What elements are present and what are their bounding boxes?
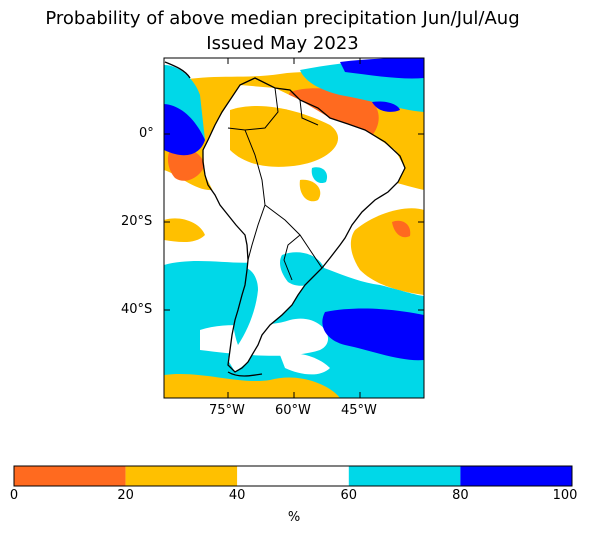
- lat-label-0: 0°: [139, 126, 154, 141]
- colorbar-tick-60: 60: [340, 488, 358, 503]
- field-40-60-bottom: [280, 353, 330, 375]
- field-60-80-patagonia: [231, 266, 258, 345]
- colorbar-bin-80-100: [460, 466, 572, 486]
- lat-label-20s: 20°S: [121, 214, 153, 229]
- coastlines: [164, 61, 406, 377]
- field-20-40-sbr: [299, 179, 321, 202]
- field-0-20-east: [392, 220, 411, 238]
- colorbar-bin-20-40: [125, 466, 238, 486]
- map-title: Probability of above median precipitatio…: [45, 8, 520, 29]
- lon-label-60w: 60°W: [275, 403, 311, 418]
- field-0-20-nw: [167, 148, 205, 181]
- colorbar-tick-0: 0: [9, 488, 19, 503]
- longitude-ticks: [227, 58, 361, 398]
- field-80-100-ne: [340, 58, 424, 79]
- lon-label-75w: 75°W: [209, 403, 245, 418]
- colorbar-bin-40-60: [237, 466, 349, 486]
- probability-field: [164, 58, 424, 398]
- lat-label-40s: 40°S: [121, 302, 153, 317]
- latitude-ticks: [164, 133, 424, 311]
- colorbar-tick-40: 40: [228, 488, 246, 503]
- colorbar-tick-100: 100: [552, 488, 578, 503]
- colorbar-tick-20: 20: [117, 488, 134, 503]
- field-80-100-nw: [164, 100, 205, 156]
- colorbar-bin-60-80: [348, 466, 461, 486]
- colorbar-bin-0-20: [14, 466, 126, 486]
- field-20-40-west: [164, 218, 205, 243]
- colorbar-unit: %: [287, 510, 301, 525]
- field-80-100-ne2: [372, 101, 400, 112]
- field-80-100-south: [322, 308, 424, 361]
- map-subtitle: Issued May 2023: [206, 33, 359, 54]
- country-borders: [227, 87, 323, 281]
- lon-label-45w: 45°W: [341, 403, 377, 418]
- colorbar-tick-80: 80: [452, 488, 469, 503]
- field-60-80-nw: [164, 65, 205, 140]
- field-20-40-amazon: [230, 105, 339, 167]
- field-20-40-bottom: [164, 373, 340, 398]
- colorbar-frame: [13, 465, 573, 487]
- colorbar: [13, 465, 573, 487]
- field-60-80-ne-land: [311, 167, 328, 184]
